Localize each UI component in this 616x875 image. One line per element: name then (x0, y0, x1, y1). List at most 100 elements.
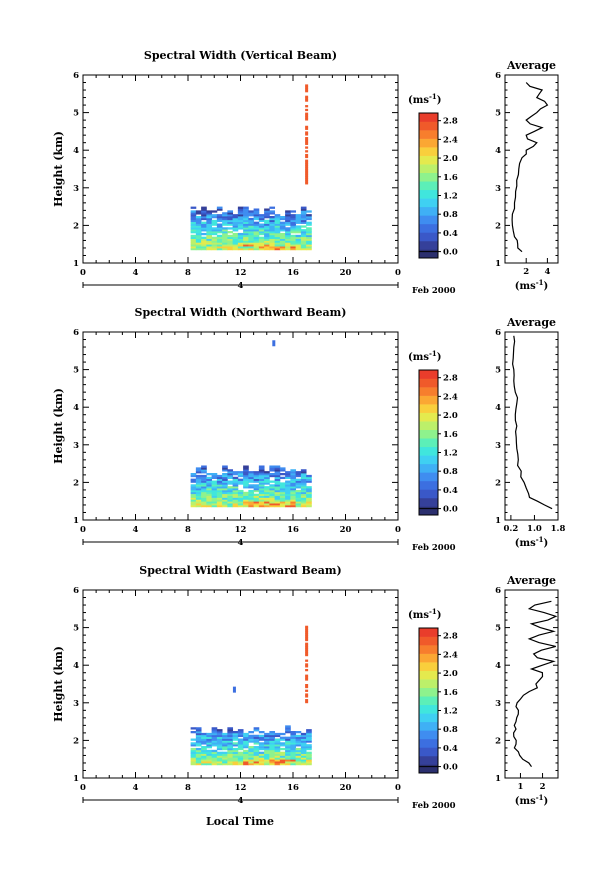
heatmap-cell (258, 223, 265, 226)
heatmap-cell (264, 225, 270, 228)
heatmap-cell (216, 229, 223, 232)
heatmap-cell (285, 223, 291, 226)
heatmap-cell (285, 480, 291, 483)
heatmap-cell (195, 240, 202, 243)
heatmap-cell (269, 747, 276, 751)
heatmap-cell (211, 491, 218, 495)
heatmap-cell (227, 231, 234, 234)
heatmap-cell (300, 474, 307, 478)
colorbar-unit: (ms-1) (408, 607, 441, 621)
heatmap-cell (237, 757, 244, 760)
heatmap-cell (253, 216, 260, 219)
heatmap-cell (264, 736, 270, 739)
heatmap-cell (300, 755, 307, 758)
heatmap-cell (222, 247, 228, 251)
heatmap-cell (201, 238, 207, 241)
heatmap-cell (232, 225, 239, 228)
heatmap-cell (211, 732, 218, 736)
heatmap-cell (211, 488, 218, 491)
average-unit-end: ) (544, 538, 549, 549)
heatmap-cell (253, 247, 260, 251)
heatmap-cell (237, 206, 244, 209)
heatmap-cell (206, 746, 213, 749)
average-unit-exp: -1 (536, 535, 544, 544)
heatmap-cell (216, 240, 223, 243)
heatmap-cell (258, 742, 265, 745)
heatmap-cell (206, 223, 213, 226)
heatmap-cell (269, 474, 276, 478)
heatmap-cell (227, 244, 234, 247)
heatmap-cell (227, 493, 234, 496)
heatmap-cell (279, 229, 286, 232)
heatmap-cell (248, 753, 255, 756)
heatmap-cell (279, 753, 286, 756)
heatmap-cell (300, 746, 307, 749)
heatmap-cell (300, 484, 307, 487)
heatmap-cell (300, 761, 307, 764)
heatmap-cell (243, 469, 249, 472)
heatmap-cell (216, 495, 223, 498)
heatmap-cell (190, 242, 197, 245)
heatmap-cell (295, 731, 302, 734)
date-bar: 4 Feb 2000 (82, 796, 456, 811)
heatmap-cell (227, 234, 234, 238)
heatmap-cell (306, 223, 312, 226)
heatmap-cell (248, 495, 255, 498)
colorbar-frame (418, 369, 439, 516)
heatmap-cell (264, 504, 270, 508)
heatmap-cell (232, 234, 239, 238)
heatmap-cell (211, 474, 218, 478)
spike-cell (305, 105, 309, 108)
heatmap-cell (274, 744, 281, 747)
heatmap-cell (258, 495, 265, 498)
heatmap-cell (216, 753, 223, 756)
heatmap-cell (211, 727, 218, 730)
heatmap-cell (190, 236, 197, 239)
heatmap-cell (290, 246, 297, 249)
heatmap-cell (190, 246, 197, 249)
heatmap-cell (248, 225, 255, 228)
colorbar: 0.00.40.81.21.62.02.42.8(ms-1) (408, 92, 458, 259)
x-tick-label: 12 (235, 268, 247, 278)
heatmap-cell (195, 244, 202, 247)
heatmap-cell (206, 738, 213, 741)
heatmap-cell (222, 232, 228, 236)
colorbar-band (419, 446, 438, 456)
heatmap-cell (295, 749, 302, 753)
heatmap-cell (211, 504, 218, 508)
average-line (512, 600, 558, 768)
y-tick-label: 4 (73, 146, 79, 156)
colorbar-band (419, 463, 438, 473)
heatmap-cell (227, 751, 234, 754)
heatmap-cell (190, 744, 197, 747)
spike-cell (305, 167, 309, 170)
heatmap-cell (206, 246, 213, 249)
heatmap-cell (300, 757, 307, 760)
heatmap-cell (195, 734, 202, 738)
heatmap-cell (206, 755, 213, 758)
heatmap-cell (279, 227, 286, 230)
heatmap-cell (290, 732, 297, 736)
heatmap-cell (195, 755, 202, 758)
heatmap-cell (258, 219, 265, 223)
heatmap-cell (253, 746, 260, 749)
heatmap-cell (248, 238, 255, 241)
heatmap-cell (206, 476, 213, 480)
heatmap-cell (253, 751, 260, 754)
heatmap-cell (258, 229, 265, 232)
heatmap-cell (300, 493, 307, 496)
heatmap-cell (295, 219, 302, 223)
heatmap-cell (201, 736, 207, 739)
heatmap-cell (300, 478, 307, 481)
heatmap-cell (274, 229, 281, 232)
heatmap-cell (274, 217, 281, 221)
heatmap-cell (206, 247, 213, 251)
heatmap-cell (237, 208, 244, 211)
heatmap-cell (243, 246, 249, 249)
heatmap-cell (227, 749, 234, 753)
heatmap-cell (274, 242, 281, 245)
heatmap-cell (201, 208, 207, 211)
heatmap-cell (227, 503, 234, 506)
heatmap-cell (264, 486, 270, 489)
heatmap-cell (232, 753, 239, 756)
